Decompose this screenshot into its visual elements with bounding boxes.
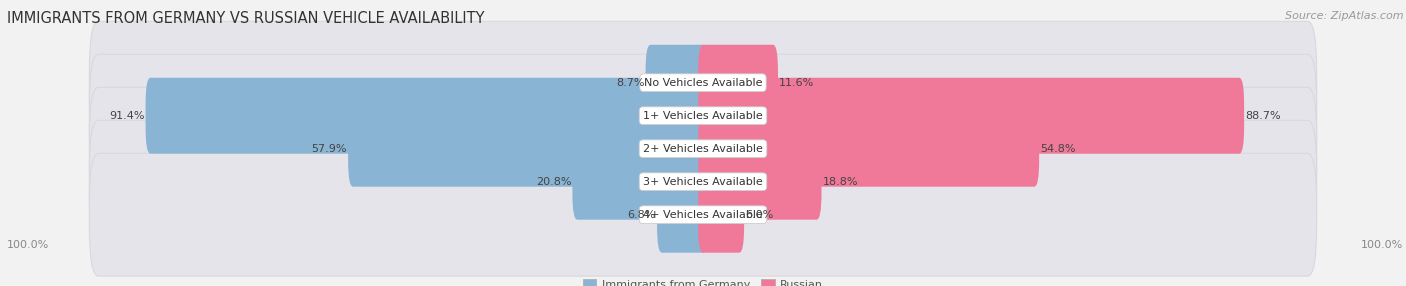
Text: 100.0%: 100.0% xyxy=(7,240,49,250)
FancyBboxPatch shape xyxy=(90,153,1316,276)
Text: Source: ZipAtlas.com: Source: ZipAtlas.com xyxy=(1285,11,1403,21)
FancyBboxPatch shape xyxy=(645,45,707,121)
Text: 11.6%: 11.6% xyxy=(779,78,814,88)
Text: 100.0%: 100.0% xyxy=(1361,240,1403,250)
Text: 6.0%: 6.0% xyxy=(745,210,773,220)
FancyBboxPatch shape xyxy=(90,54,1316,177)
Text: 88.7%: 88.7% xyxy=(1246,111,1281,121)
FancyBboxPatch shape xyxy=(699,78,1244,154)
Text: 20.8%: 20.8% xyxy=(536,177,571,187)
Text: 54.8%: 54.8% xyxy=(1040,144,1076,154)
Text: IMMIGRANTS FROM GERMANY VS RUSSIAN VEHICLE AVAILABILITY: IMMIGRANTS FROM GERMANY VS RUSSIAN VEHIC… xyxy=(7,11,485,26)
Text: 18.8%: 18.8% xyxy=(823,177,858,187)
FancyBboxPatch shape xyxy=(657,177,707,253)
FancyBboxPatch shape xyxy=(699,177,744,253)
FancyBboxPatch shape xyxy=(90,21,1316,144)
Text: 8.7%: 8.7% xyxy=(616,78,644,88)
Text: 6.8%: 6.8% xyxy=(627,210,655,220)
Text: 1+ Vehicles Available: 1+ Vehicles Available xyxy=(643,111,763,121)
Text: 57.9%: 57.9% xyxy=(311,144,347,154)
Legend: Immigrants from Germany, Russian: Immigrants from Germany, Russian xyxy=(578,275,828,286)
FancyBboxPatch shape xyxy=(146,78,707,154)
FancyBboxPatch shape xyxy=(90,87,1316,210)
Text: 4+ Vehicles Available: 4+ Vehicles Available xyxy=(643,210,763,220)
FancyBboxPatch shape xyxy=(699,45,778,121)
Text: 3+ Vehicles Available: 3+ Vehicles Available xyxy=(643,177,763,187)
Text: No Vehicles Available: No Vehicles Available xyxy=(644,78,762,88)
FancyBboxPatch shape xyxy=(572,144,707,220)
Text: 2+ Vehicles Available: 2+ Vehicles Available xyxy=(643,144,763,154)
FancyBboxPatch shape xyxy=(699,144,821,220)
FancyBboxPatch shape xyxy=(349,111,707,187)
FancyBboxPatch shape xyxy=(699,111,1039,187)
FancyBboxPatch shape xyxy=(90,120,1316,243)
Text: 91.4%: 91.4% xyxy=(108,111,145,121)
